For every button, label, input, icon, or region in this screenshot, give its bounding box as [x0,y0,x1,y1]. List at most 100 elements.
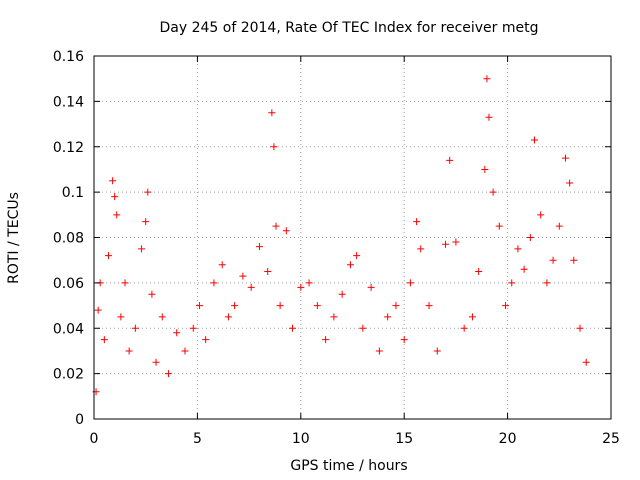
data-point [367,283,375,291]
data-point [562,154,570,162]
data-point [508,279,516,287]
x-tick-label: 10 [292,431,310,447]
data-point [330,313,338,321]
data-point [489,188,497,196]
data-point [475,268,483,276]
y-tick-label: 0.04 [53,321,84,337]
data-point [202,336,210,344]
data-point [322,336,330,344]
data-point [125,347,133,355]
data-point [109,177,117,185]
y-tick-label: 0.14 [53,94,84,110]
axis-ticks [93,55,612,420]
data-point [297,283,305,291]
data-point [406,279,414,287]
data-point [392,302,400,310]
y-tick-label: 0.02 [53,367,84,383]
data-point [268,109,276,117]
data-point [218,261,226,269]
data-point [400,336,408,344]
y-tick-label: 0.08 [53,231,84,247]
data-point [549,256,557,264]
data-point [181,347,189,355]
data-point [483,75,491,83]
data-point [481,165,489,173]
data-point [313,302,321,310]
data-point [338,290,346,298]
data-point [276,302,284,310]
data-point [117,313,125,321]
data-point [121,279,129,287]
data-point [231,302,239,310]
data-point [104,252,112,260]
data-point [433,347,441,355]
x-tick-label: 20 [499,431,517,447]
data-point [485,113,493,121]
data-point [195,302,203,310]
data-point [425,302,433,310]
x-tick-label: 0 [90,431,99,447]
x-axis-label: GPS time / hours [290,458,407,474]
data-point [413,218,421,226]
data-point [100,336,108,344]
data-point [148,290,156,298]
data-point [289,324,297,332]
data-point [94,306,102,314]
data-point [446,156,454,164]
data-point [353,252,361,260]
data-point [566,179,574,187]
data-point [417,245,425,253]
data-point [272,222,280,230]
data-point [239,272,247,280]
data-point [346,261,354,269]
data-point [224,313,232,321]
data-point [537,211,545,219]
data-point [502,302,510,310]
data-point [144,188,152,196]
x-tick-labels: 0 5 10 15 20 25 [90,431,620,447]
data-point [255,243,263,251]
data-point [582,358,590,366]
data-point [111,193,119,201]
data-point [138,245,146,253]
y-axis-label: ROTI / TECUs [6,192,22,284]
data-point [152,358,160,366]
x-tick-label: 5 [193,431,202,447]
data-point [142,218,150,226]
data-point [164,370,172,378]
data-point [526,234,534,241]
data-point [270,143,278,151]
data-point [452,238,460,246]
data-point [247,283,255,291]
data-point [131,324,139,332]
data-point [210,279,218,287]
data-point [375,347,383,355]
data-point [282,227,290,235]
data-point [384,313,392,321]
data-point [113,211,121,219]
data-point [543,279,551,287]
data-point [555,222,563,230]
data-point [189,324,197,332]
data-point [442,240,450,248]
y-tick-label: 0.06 [53,276,84,292]
data-point [570,256,578,264]
data-point [495,222,503,230]
y-tick-label: 0 [75,412,84,428]
y-tick-label: 0.1 [62,185,84,201]
data-point [359,324,367,332]
x-tick-label: 25 [602,431,620,447]
data-point [305,279,313,287]
data-point [530,136,538,144]
data-point [460,324,468,332]
y-tick-label: 0.16 [53,49,84,65]
x-tick-label: 15 [395,431,413,447]
data-point [264,268,272,276]
data-point [468,313,476,321]
grid [94,56,611,419]
data-point [514,245,522,253]
data-point [576,324,584,332]
data-point [173,329,181,337]
y-tick-label: 0.12 [53,140,84,156]
